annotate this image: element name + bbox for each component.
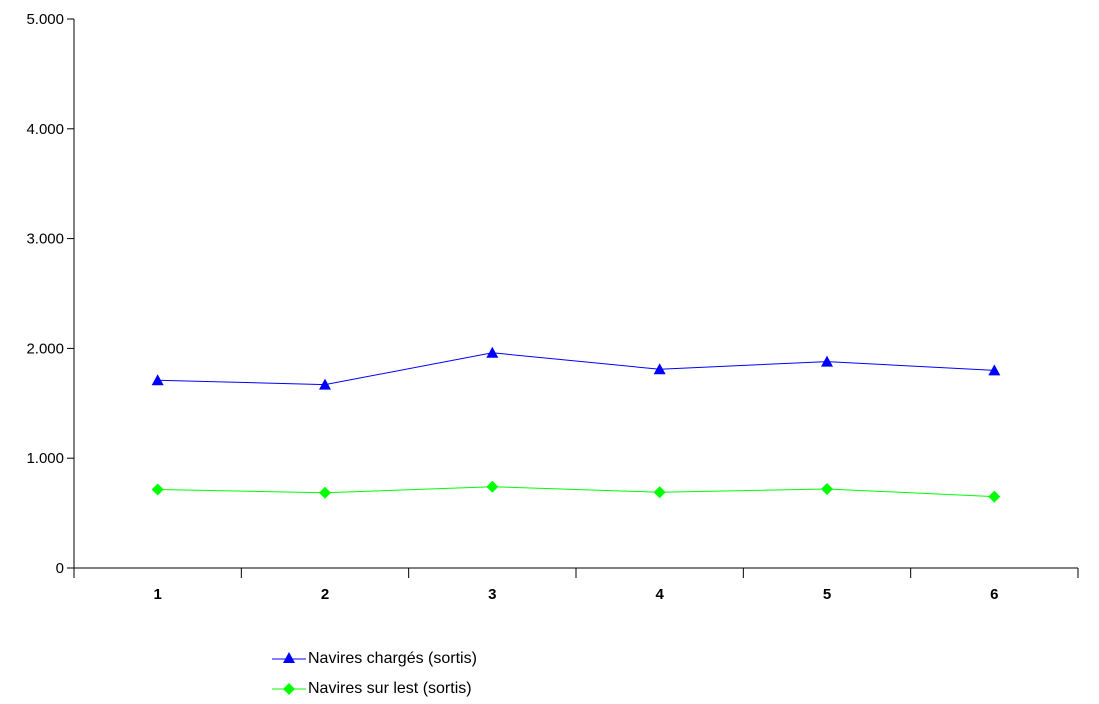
y-tick-label: 2.000 — [26, 340, 64, 357]
data-point — [486, 346, 499, 358]
y-tick-label: 0 — [56, 560, 64, 577]
data-point — [821, 482, 833, 495]
triangle-marker-icon — [272, 652, 306, 663]
x-tick-label: 3 — [488, 586, 496, 603]
y-tick-label: 1.000 — [26, 450, 64, 467]
diamond-marker-icon — [272, 683, 306, 695]
series-layer — [151, 346, 1001, 503]
data-point — [653, 486, 666, 499]
series-line — [157, 352, 995, 386]
y-tick-label: 5.000 — [26, 11, 64, 28]
x-tick-label: 1 — [153, 586, 161, 603]
x-tick-label: 6 — [990, 586, 998, 603]
x-axis: 1 2 3 4 5 6 — [73, 567, 1079, 603]
y-tick-label: 3.000 — [26, 231, 64, 248]
data-point — [988, 490, 1001, 503]
y-tick-label: 4.000 — [26, 121, 64, 138]
data-point — [821, 355, 833, 367]
legend: Navires chargés (sortis) Navires sur les… — [272, 644, 477, 704]
data-point — [319, 486, 331, 499]
legend-label: Navires sur lest (sortis) — [308, 680, 472, 697]
series-1 — [151, 346, 1001, 390]
data-point — [653, 363, 666, 375]
series-line — [157, 486, 995, 498]
data-point — [988, 364, 1001, 376]
y-axis: 0 1.000 2.000 3.000 4.000 5.000 — [26, 11, 75, 577]
data-point — [151, 483, 164, 496]
legend-item-ballast: Navires sur lest (sortis) — [272, 674, 477, 704]
x-tick-label: 4 — [655, 586, 664, 603]
data-point — [486, 480, 499, 493]
x-tick-label: 5 — [823, 586, 831, 603]
series-2 — [151, 480, 1001, 503]
data-point — [151, 374, 164, 386]
data-point — [319, 378, 331, 390]
x-tick-label: 2 — [321, 586, 329, 603]
legend-item-loaded: Navires chargés (sortis) — [272, 644, 477, 674]
legend-label: Navires chargés (sortis) — [308, 650, 477, 667]
